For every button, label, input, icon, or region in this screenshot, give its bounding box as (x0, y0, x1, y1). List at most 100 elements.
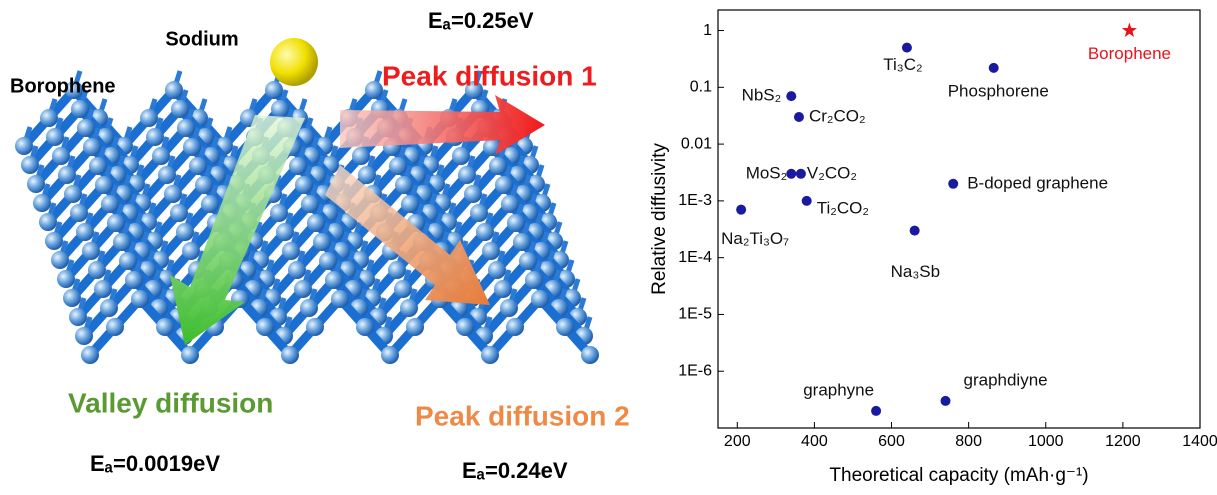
atom (456, 318, 474, 336)
atom (83, 138, 101, 156)
atom (113, 233, 131, 251)
y-tick-label: 1E-3 (678, 192, 712, 209)
atom (76, 223, 94, 241)
y-tick-label: 0.1 (690, 79, 712, 96)
atom (306, 318, 324, 336)
atom (95, 176, 113, 194)
point (736, 205, 746, 215)
point (910, 226, 920, 236)
atom (146, 128, 164, 146)
point (786, 91, 796, 101)
atom (519, 252, 537, 270)
x-tick-label: 600 (878, 433, 905, 450)
plot-frame (718, 10, 1200, 428)
y-tick-label: 1E-4 (678, 249, 712, 266)
atom (331, 290, 349, 308)
point (902, 43, 912, 53)
atom (307, 214, 325, 232)
y-tick-label: 1E-6 (678, 362, 712, 379)
point-label: MoS₂ (746, 163, 788, 182)
label: Peak diffusion 1 (382, 60, 597, 91)
x-axis-label: Theoretical capacity (mAh·g⁻¹) (829, 465, 1088, 486)
point-label: Ti₂CO₂ (817, 198, 869, 217)
point-label: graphdiyne (964, 370, 1048, 389)
atom (513, 233, 531, 251)
point (1122, 23, 1137, 38)
point-label: NbS₂ (742, 86, 782, 105)
atom (57, 270, 75, 288)
atom (177, 119, 195, 137)
atom (182, 242, 200, 260)
figure: Sodium Borophene Eₐ=0.25eV Peak diffusio… (0, 0, 1217, 490)
atom (46, 128, 64, 146)
atom (45, 232, 63, 250)
atom (401, 195, 419, 213)
atom (70, 204, 88, 222)
atom (40, 109, 58, 127)
atom (106, 318, 124, 336)
atom (289, 157, 307, 175)
x-tick-label: 800 (955, 433, 982, 450)
atom (195, 176, 213, 194)
atom (82, 242, 100, 260)
atom (64, 185, 82, 203)
point (948, 179, 958, 189)
atom (319, 252, 337, 270)
atom (52, 147, 70, 165)
atom (171, 100, 189, 118)
atom (358, 166, 376, 184)
point-label: B-doped graphene (967, 173, 1108, 192)
atom (51, 251, 69, 269)
atom (489, 157, 507, 175)
atom (470, 204, 488, 222)
label: Eₐ=0.0019eV (90, 451, 220, 476)
atom (365, 81, 383, 99)
atom (165, 81, 183, 99)
atom (300, 299, 318, 317)
x-tick-label: 1400 (1182, 433, 1217, 450)
atom (119, 252, 137, 270)
y-tick-label: 1 (703, 22, 712, 39)
atom (495, 176, 513, 194)
atom (189, 157, 207, 175)
atom (301, 195, 319, 213)
atom (152, 147, 170, 165)
atom (507, 214, 525, 232)
atom (81, 346, 99, 364)
x-tick-label: 1000 (1028, 433, 1064, 450)
atom (282, 242, 300, 260)
atom (476, 223, 494, 241)
atom (464, 185, 482, 203)
atom (452, 147, 470, 165)
point-label: Cr₂CO₂ (809, 106, 866, 125)
atom (63, 289, 81, 307)
point (796, 169, 806, 179)
atom (33, 194, 51, 212)
atom (201, 195, 219, 213)
atom (271, 100, 289, 118)
label: Sodium (165, 28, 238, 50)
atom (125, 271, 143, 289)
point-label: Phosphorene (948, 81, 1049, 100)
atom (281, 346, 299, 364)
atom (395, 176, 413, 194)
atom (27, 175, 45, 193)
atom (313, 233, 331, 251)
chart: 20040060080010001200140010.10.011E-31E-4… (649, 10, 1217, 486)
atom (270, 204, 288, 222)
atom (21, 156, 39, 174)
atom (181, 346, 199, 364)
point (871, 406, 881, 416)
atom (356, 318, 374, 336)
atom (58, 166, 76, 184)
atom (158, 166, 176, 184)
point (794, 112, 804, 122)
atom (400, 299, 418, 317)
point (786, 169, 796, 179)
atom (75, 327, 93, 345)
atom (381, 346, 399, 364)
x-tick-label: 400 (801, 433, 828, 450)
point (989, 63, 999, 73)
atom (276, 223, 294, 241)
atom (482, 242, 500, 260)
